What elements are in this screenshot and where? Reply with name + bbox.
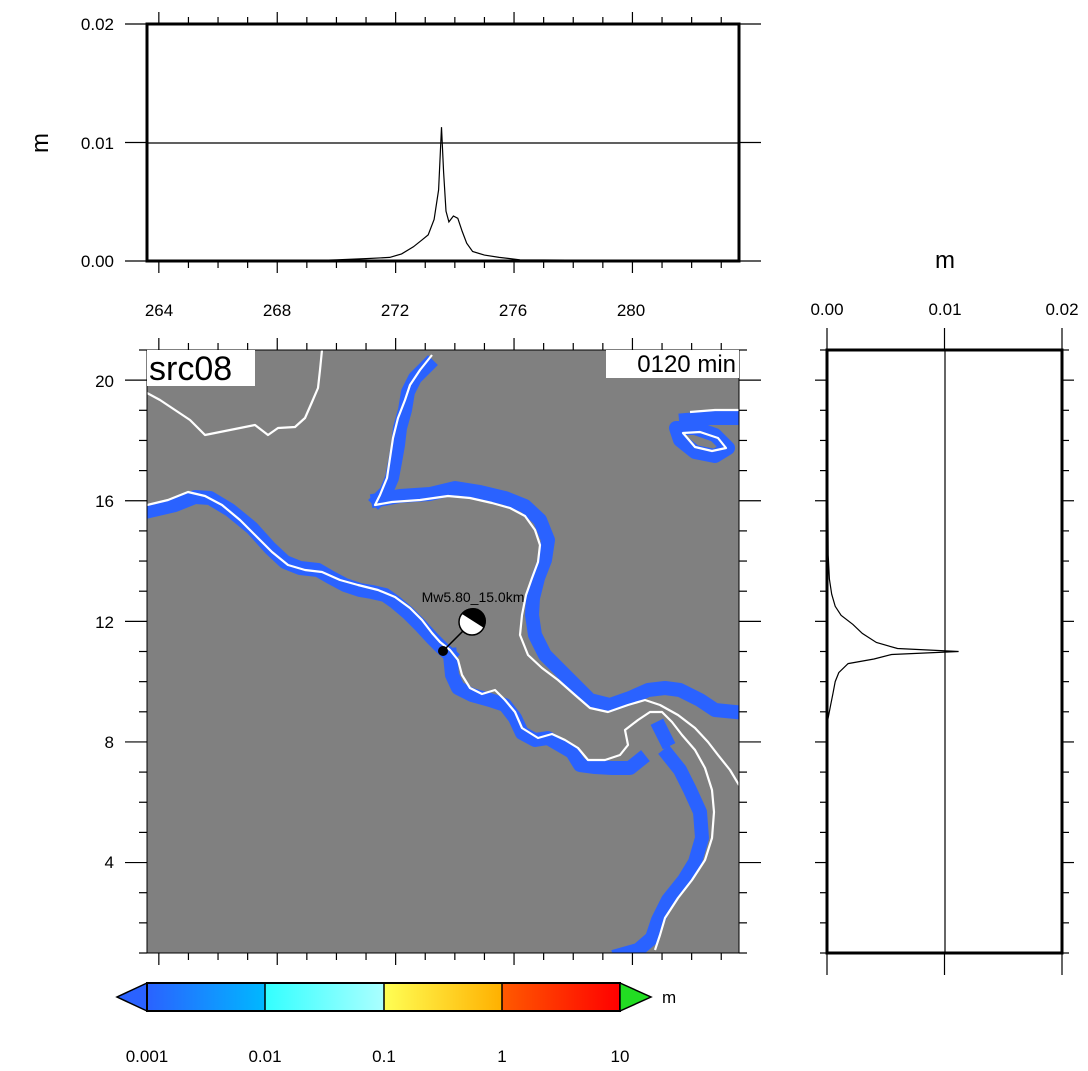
ytick-label-4: 4 bbox=[105, 853, 114, 872]
colorbar-under-triangle bbox=[115, 981, 148, 1013]
top-panel-series-line bbox=[147, 127, 740, 262]
right-xtick-label-0.02: 0.02 bbox=[1045, 300, 1078, 319]
coast-pacific bbox=[147, 490, 716, 951]
colorbar: m 0.001 0.01 0.1 1 10 bbox=[115, 981, 676, 1066]
colorbar-label-0.1: 0.1 bbox=[372, 1047, 396, 1066]
wave-band-panama-gulf bbox=[650, 718, 676, 750]
coast-cuba bbox=[689, 408, 739, 414]
colorbar-label-0.01: 0.01 bbox=[248, 1047, 281, 1066]
colorbar-over-triangle bbox=[619, 981, 653, 1013]
top-panel-ylabel: m bbox=[27, 133, 54, 153]
top-ytick-label-0.02: 0.02 bbox=[81, 15, 114, 34]
top-panel-frame bbox=[145, 22, 741, 263]
wave-band-cuba bbox=[678, 411, 739, 428]
top-panel: 0.02 0.01 0.00 m bbox=[27, 12, 761, 273]
source-label: src08 bbox=[149, 350, 232, 388]
wave-band-panama-east bbox=[611, 745, 709, 953]
right-panel: m 0.00 0.01 0.02 bbox=[810, 247, 1079, 975]
time-label: 0120 min bbox=[637, 351, 736, 378]
ytick-label-20: 20 bbox=[95, 372, 114, 391]
coast-yucatan bbox=[373, 354, 739, 786]
xtick-label-268: 268 bbox=[263, 301, 291, 320]
colorbar-label-0.001: 0.001 bbox=[126, 1047, 169, 1066]
ytick-label-12: 12 bbox=[95, 613, 114, 632]
wave-band-jamaica bbox=[669, 421, 735, 463]
colorbar-unit: m bbox=[662, 988, 676, 1007]
xtick-label-276: 276 bbox=[499, 301, 527, 320]
focal-mechanism: Mw5.80_15.0km bbox=[422, 589, 525, 656]
beachball-compression-quadrant bbox=[462, 607, 487, 628]
map-ticks bbox=[125, 338, 761, 965]
colorbar-label-1: 1 bbox=[497, 1047, 506, 1066]
event-label: Mw5.80_15.0km bbox=[422, 589, 525, 605]
ytick-label-8: 8 bbox=[105, 733, 114, 752]
ytick-label-16: 16 bbox=[95, 492, 114, 511]
top-ytick-label-0.01: 0.01 bbox=[81, 134, 114, 153]
map-panel: src08 0120 min Mw5.80_15.0km 20 16 12 8 … bbox=[95, 338, 761, 965]
source-label-box bbox=[147, 350, 255, 386]
coast-jamaica bbox=[681, 430, 728, 453]
xtick-label-272: 272 bbox=[381, 301, 409, 320]
xtick-label-280: 280 bbox=[617, 301, 645, 320]
coast-mexico-north bbox=[147, 350, 324, 437]
epicenter-dot bbox=[438, 646, 448, 656]
time-label-box bbox=[606, 350, 739, 378]
wave-band-pacific-south bbox=[442, 647, 650, 775]
right-xtick-label-0.00: 0.00 bbox=[810, 300, 843, 319]
wave-band-carib-south bbox=[369, 481, 739, 720]
xtick-label-264: 264 bbox=[145, 301, 173, 320]
right-panel-xlabel: m bbox=[935, 247, 955, 274]
wave-band-carib-west bbox=[368, 355, 438, 510]
right-panel-frame bbox=[825, 348, 1064, 955]
coastlines bbox=[147, 350, 739, 951]
right-xtick-label-0.01: 0.01 bbox=[928, 300, 961, 319]
longitude-labels: 264 268 272 276 280 bbox=[145, 301, 645, 320]
right-panel-series-line bbox=[826, 349, 959, 953]
top-ytick-label-0.00: 0.00 bbox=[81, 252, 114, 271]
colorbar-label-10: 10 bbox=[611, 1047, 630, 1066]
